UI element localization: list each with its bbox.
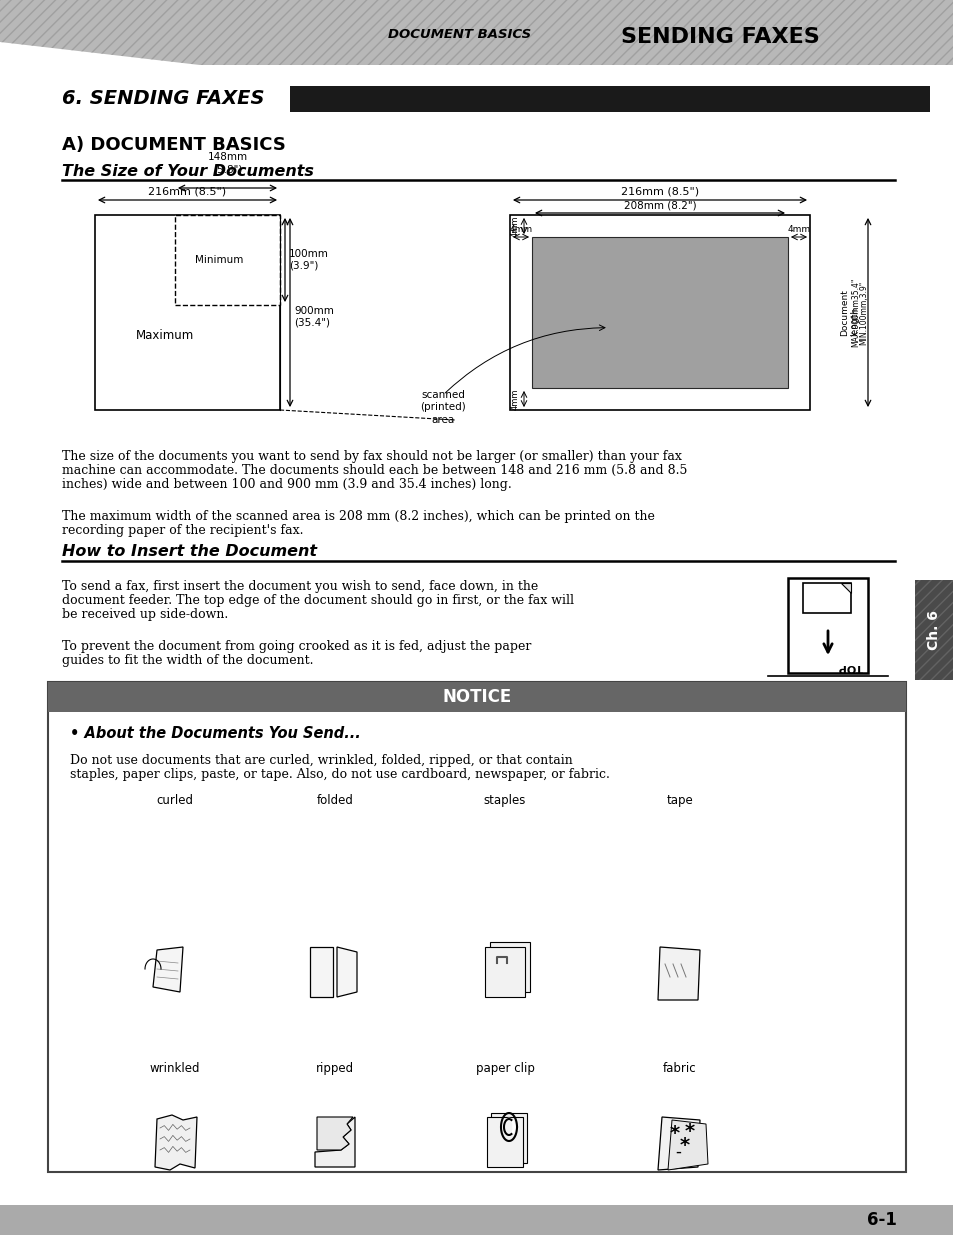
Polygon shape	[486, 1116, 522, 1167]
Text: inches) wide and between 100 and 900 mm (3.9 and 35.4 inches) long.: inches) wide and between 100 and 900 mm …	[62, 478, 511, 492]
Text: To send a fax, first insert the document you wish to send, face down, in the: To send a fax, first insert the document…	[62, 580, 537, 593]
Text: folded: folded	[316, 794, 353, 806]
Bar	[802, 583, 850, 613]
Text: machine can accommodate. The documents should each be between 148 and 216 mm (5.: machine can accommodate. The documents s…	[62, 464, 687, 477]
Text: NOTICE: NOTICE	[442, 688, 511, 706]
Bar	[48, 682, 905, 1172]
Text: *: *	[669, 1125, 679, 1144]
Text: 148mm
(5.8"): 148mm (5.8")	[207, 152, 247, 174]
Text: To prevent the document from going crooked as it is fed, adjust the paper: To prevent the document from going crook…	[62, 640, 531, 653]
Text: • About the Documents You Send...: • About the Documents You Send...	[70, 726, 360, 741]
Bar	[510, 215, 809, 410]
Polygon shape	[154, 1115, 196, 1170]
Bar	[174, 215, 280, 305]
Polygon shape	[336, 947, 356, 997]
Polygon shape	[152, 947, 183, 992]
Text: Maximum: Maximum	[136, 330, 194, 342]
Text: Minimum: Minimum	[194, 254, 243, 266]
Text: The size of the documents you want to send by fax should not be larger (or small: The size of the documents you want to se…	[62, 450, 681, 463]
Text: wrinkled: wrinkled	[150, 1062, 200, 1074]
Text: 4mm: 4mm	[509, 225, 532, 233]
Bar	[532, 237, 787, 388]
Text: 6. SENDING FAXES: 6. SENDING FAXES	[62, 89, 264, 107]
Text: 100mm
(3.9"): 100mm (3.9")	[289, 249, 329, 270]
Text: MAX.900mm35.4": MAX.900mm35.4"	[851, 278, 860, 347]
Text: 4mm: 4mm	[511, 388, 519, 410]
Text: *: *	[679, 1136, 689, 1156]
Polygon shape	[0, 0, 953, 65]
Text: ripped: ripped	[315, 1062, 354, 1074]
Text: fabric: fabric	[662, 1062, 696, 1074]
Polygon shape	[314, 1116, 355, 1167]
Text: staples: staples	[483, 794, 526, 806]
Text: 4mm: 4mm	[511, 215, 519, 237]
Text: SENDING FAXES: SENDING FAXES	[620, 27, 819, 47]
Bar	[48, 682, 905, 713]
Polygon shape	[490, 942, 530, 992]
Polygon shape	[491, 1113, 526, 1163]
Text: 900mm
(35.4"): 900mm (35.4")	[294, 305, 334, 327]
Text: *: *	[684, 1123, 695, 1141]
Text: How to Insert the Document: How to Insert the Document	[62, 545, 316, 559]
Text: Document
length: Document length	[840, 289, 859, 336]
Bar	[95, 215, 280, 410]
Polygon shape	[316, 1116, 353, 1150]
Text: 6-1: 6-1	[866, 1212, 896, 1229]
Polygon shape	[658, 1116, 700, 1170]
Text: The maximum width of the scanned area is 208 mm (8.2 inches), which can be print: The maximum width of the scanned area is…	[62, 510, 654, 522]
Text: recording paper of the recipient's fax.: recording paper of the recipient's fax.	[62, 524, 303, 537]
Bar	[290, 86, 929, 112]
Bar	[914, 580, 952, 680]
Text: 216mm (8.5"): 216mm (8.5")	[149, 186, 226, 198]
Polygon shape	[658, 947, 700, 1000]
Text: document feeder. The top edge of the document should go in first, or the fax wil: document feeder. The top edge of the doc…	[62, 594, 574, 606]
Polygon shape	[841, 583, 850, 593]
Text: DOCUMENT BASICS: DOCUMENT BASICS	[388, 27, 531, 41]
Text: A) DOCUMENT BASICS: A) DOCUMENT BASICS	[62, 136, 286, 154]
Text: 208mm (8.2"): 208mm (8.2")	[623, 201, 696, 211]
Bar	[787, 578, 867, 673]
Text: guides to fit the width of the document.: guides to fit the width of the document.	[62, 655, 314, 667]
Text: paper clip: paper clip	[475, 1062, 534, 1074]
Text: 4mm: 4mm	[786, 225, 810, 233]
Bar	[914, 580, 952, 680]
Text: curled: curled	[156, 794, 193, 806]
Polygon shape	[310, 947, 333, 997]
Text: scanned
(printed)
area: scanned (printed) area	[419, 390, 465, 425]
Text: tape: tape	[666, 794, 693, 806]
Text: MIN.100mm,3.9": MIN.100mm,3.9"	[859, 280, 867, 345]
Polygon shape	[484, 947, 524, 997]
Text: TOP: TOP	[837, 662, 862, 672]
Text: be received up side-down.: be received up side-down.	[62, 608, 228, 621]
Text: Ch. 6: Ch. 6	[926, 610, 940, 650]
Polygon shape	[667, 1120, 707, 1170]
Text: The Size of Your Documents: The Size of Your Documents	[62, 164, 314, 179]
Text: 216mm (8.5"): 216mm (8.5")	[620, 186, 699, 198]
Bar	[0, 1205, 953, 1235]
Text: staples, paper clips, paste, or tape. Also, do not use cardboard, newspaper, or : staples, paper clips, paste, or tape. Al…	[70, 768, 609, 781]
Polygon shape	[664, 950, 706, 1000]
Text: Do not use documents that are curled, wrinkled, folded, ripped, or that contain: Do not use documents that are curled, wr…	[70, 755, 572, 767]
Text: -: -	[675, 1144, 680, 1161]
